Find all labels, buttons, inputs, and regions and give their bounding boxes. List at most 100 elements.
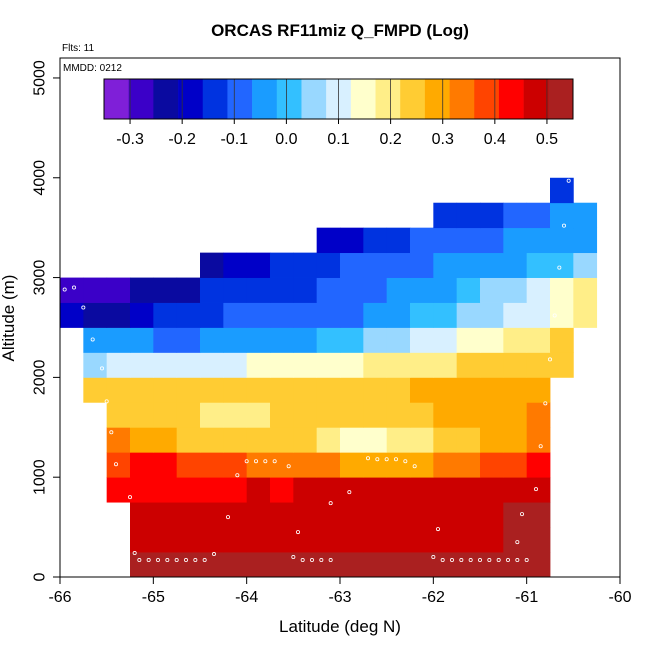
heatmap-cell-2-0 [130,502,154,528]
heatmap-cell-9-4 [176,327,201,353]
heatmap-cell-4-17 [503,452,528,478]
heatmap-cell-3-3 [176,477,201,503]
heatmap-cell-11-16 [433,277,458,303]
heatmap-cell-2-7 [293,502,318,528]
heatmap-cell-6-18 [526,402,551,428]
colorbar-tick-label: 0.3 [432,131,454,148]
heatmap-cell-4-2 [153,452,178,478]
heatmap-cell-0-11 [386,552,411,578]
x-axis-label: Latitude (deg N) [279,617,401,636]
flight-point [477,558,482,563]
heatmap-cell-10-22 [573,302,598,328]
heatmap-cell-1-5 [246,527,271,553]
heatmap-cell-3-14 [433,477,458,503]
heatmap-cell-2-9 [340,502,364,528]
flight-point [81,305,86,310]
heatmap-cell-11-19 [503,277,528,303]
heatmap-cell-0-12 [410,552,434,578]
heatmap-cell-10-11 [316,302,341,328]
flight-point [524,558,529,563]
heatmap-cell-10-15 [410,302,434,328]
colorbar-frame [103,78,574,120]
heatmap-cell-3-2 [153,477,178,503]
heatmap-cell-10-0 [60,302,84,328]
heatmap-cell-5-2 [153,427,178,453]
x-tick-label: -66 [48,589,71,606]
heatmap-cell-4-1 [130,452,154,478]
heatmap-cell-4-7 [270,452,294,478]
colorbar-tick-label: 0.0 [275,131,297,148]
colorbar-swatch [498,79,524,119]
heatmap-cell-12-13 [503,252,528,278]
x-tick-label: -60 [608,589,631,606]
chart-title: ORCAS RF11miz Q_FMPD (Log) [211,21,469,40]
heatmap-cell-2-2 [176,502,201,528]
heatmap-cell-9-3 [153,327,178,353]
heatmap-cell-1-6 [270,527,294,553]
heatmap-cell-9-10 [316,327,341,353]
flight-point [505,558,510,563]
x-tick-label: -64 [235,589,258,606]
heatmap-cell-1-16 [503,527,528,553]
heatmap-cell-8-14 [410,352,434,378]
heatmap-cell-15-0 [550,177,574,204]
heatmap-cell-3-6 [246,477,271,503]
heatmap-cell-9-16 [456,327,481,353]
heatmap-cell-0-8 [316,552,341,578]
heatmap-cell-4-10 [340,452,364,478]
colorbar-swatch [449,79,475,119]
heatmap-cell-8-20 [550,352,574,378]
heatmap-cell-9-13 [386,327,411,353]
heatmap-cell-9-11 [340,327,364,353]
heatmap-cell-5-16 [480,427,504,453]
flight-point [202,558,207,563]
y-tick-label: 0 [32,572,49,581]
flight-point [235,473,240,478]
heatmap-cell-10-8 [246,302,271,328]
heatmap-cell-11-14 [386,277,411,303]
heatmap-cell-11-21 [550,277,574,303]
flight-point [104,399,109,404]
heatmap-cell-10-2 [106,302,131,328]
heatmap-cell-7-19 [526,377,551,403]
heatmap-cell-8-3 [153,352,178,378]
colorbar-swatch [424,79,450,119]
heatmap-cell-4-18 [526,452,551,478]
flight-point [300,558,305,563]
colorbar-swatch [276,79,302,119]
heatmap-cell-0-15 [480,552,504,578]
flight-point [90,337,95,342]
heatmap-cell-2-14 [456,502,481,528]
heatmap-cell-14-2 [480,202,504,229]
heatmap-cell-8-5 [200,352,224,378]
flight-point [62,287,67,292]
heatmap-cell-9-1 [106,327,131,353]
colorbar-swatch [301,79,327,119]
flight-point [295,530,300,535]
heatmap-cell-8-18 [503,352,528,378]
heatmap-cell-12-8 [386,252,411,278]
heatmap-cell-14-6 [573,202,598,229]
heatmap-cell-4-9 [316,452,341,478]
heatmap-cell-1-12 [410,527,434,553]
date-note: MMDD: 0212 [63,63,122,74]
heatmap-cell-0-13 [433,552,458,578]
heatmap-cell-6-14 [433,402,458,428]
heatmap-cell-6-10 [340,402,364,428]
heatmap-cell-9-9 [293,327,318,353]
heatmap-cell-4-16 [480,452,504,478]
heatmap-cell-1-17 [526,527,551,553]
flight-point [562,223,567,228]
heatmap-cell-2-8 [316,502,341,528]
heatmap-cell-3-17 [503,477,528,503]
colorbar-swatch [252,79,278,119]
colorbar-tick-label: -0.1 [220,131,248,148]
heatmap-cell-13-10 [550,227,574,254]
heatmap-cell-1-1 [153,527,178,553]
heatmap-cell-6-0 [106,402,131,428]
flight-point [468,558,473,563]
heatmap-cell-9-14 [410,327,434,353]
heatmap-cell-11-1 [83,277,108,303]
heatmap-cell-5-5 [223,427,248,453]
colorbar-tick-label: 0.5 [536,131,558,148]
